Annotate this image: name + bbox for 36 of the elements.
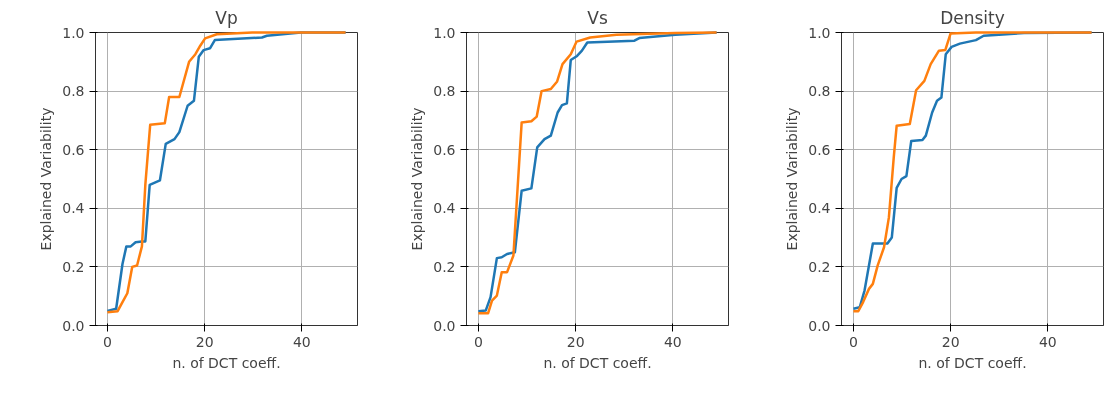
y-tick-label: 0.0: [808, 317, 831, 334]
y-tick-label: 0.6: [808, 141, 831, 158]
y-tick-label: 0.8: [433, 83, 456, 100]
x-tick-label: 0: [473, 333, 483, 350]
y-tick-label: 0.2: [433, 258, 456, 275]
y-tick-label: 0.2: [62, 258, 85, 275]
y-tick-label: 0.6: [62, 141, 85, 158]
y-tick-label: 0.8: [62, 83, 85, 100]
x-tick-label: 0: [102, 333, 112, 350]
y-tick-label: 0.2: [808, 258, 831, 275]
x-tick-label: 0: [848, 333, 858, 350]
y-axis-title: Explained Variability: [409, 107, 426, 251]
x-tick-label: 40: [1038, 333, 1057, 350]
x-tick-label: 40: [292, 333, 311, 350]
y-tick-label: 0.6: [433, 141, 456, 158]
y-tick-label: 1.0: [433, 24, 456, 41]
x-axis-title: n. of DCT coeff.: [543, 354, 652, 371]
x-tick-label: 20: [941, 333, 960, 350]
y-tick-label: 1.0: [62, 24, 85, 41]
chart-title: Density: [940, 7, 1005, 28]
y-axis-title: Explained Variability: [38, 107, 55, 251]
x-tick-label: 40: [663, 333, 682, 350]
chart-title: Vs: [587, 7, 608, 28]
x-axis-title: n. of DCT coeff.: [918, 354, 1027, 371]
y-axis-title: Explained Variability: [784, 107, 801, 251]
chart-title: Vp: [215, 7, 238, 28]
x-tick-label: 20: [195, 333, 214, 350]
y-tick-label: 0.4: [62, 200, 85, 217]
x-tick-label: 20: [566, 333, 585, 350]
y-tick-label: 0.0: [62, 317, 85, 334]
x-axis-title: n. of DCT coeff.: [172, 354, 281, 371]
y-tick-label: 0.4: [808, 200, 831, 217]
y-tick-label: 1.0: [808, 24, 831, 41]
y-tick-label: 0.8: [808, 83, 831, 100]
y-tick-label: 0.0: [433, 317, 456, 334]
y-tick-label: 0.4: [433, 200, 456, 217]
